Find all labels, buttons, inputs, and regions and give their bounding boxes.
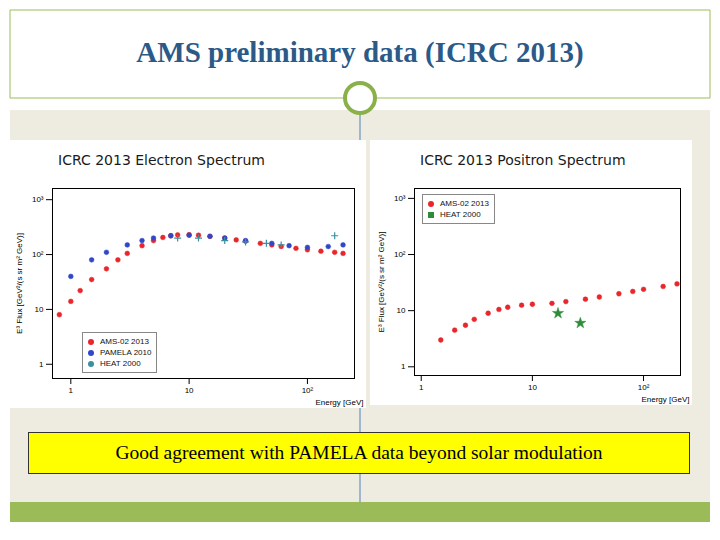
html-text:AMS-02 2013: AMS-02 2013 — [100, 337, 149, 346]
svg-text:1: 1 — [39, 360, 44, 369]
svg-text:10: 10 — [528, 383, 537, 392]
svg-text:10³: 10³ — [394, 194, 406, 203]
html-text:ICRC 2013 Electron Spectrum: ICRC 2013 Electron Spectrum — [58, 152, 265, 168]
svg-text:10²: 10² — [394, 250, 406, 259]
svg-text:E³ Flux [GeV²/(s sr m² GeV)]: E³ Flux [GeV²/(s sr m² GeV)] — [377, 232, 386, 333]
svg-text:10: 10 — [35, 305, 44, 314]
html-text:Good agreement with PAMELA dat: Good agreement with PAMELA data beyond s… — [115, 442, 603, 463]
html-text:HEAT 2000: HEAT 2000 — [100, 359, 141, 368]
svg-text:Energy [GeV]: Energy [GeV] — [641, 395, 689, 404]
svg-text:1: 1 — [69, 386, 74, 395]
svg-text:1: 1 — [419, 383, 424, 392]
svg-text:E³ Flux [GeV²/(s sr m² GeV)]: E³ Flux [GeV²/(s sr m² GeV)] — [15, 233, 24, 334]
html-text:AMS-02 2013: AMS-02 2013 — [440, 199, 489, 208]
svg-text:10: 10 — [185, 386, 194, 395]
svg-text:Energy [GeV]: Energy [GeV] — [315, 398, 363, 407]
svg-text:10³: 10³ — [32, 195, 44, 204]
svg-text:10²: 10² — [32, 250, 44, 259]
html-text:HEAT 2000: HEAT 2000 — [440, 210, 481, 219]
html-text:AMS preliminary data (ICRC 201: AMS preliminary data (ICRC 2013) — [136, 36, 584, 68]
html-text:ICRC 2013 Positron Spectrum: ICRC 2013 Positron Spectrum — [420, 152, 626, 168]
html-text:PAMELA 2010: PAMELA 2010 — [100, 348, 152, 357]
svg-text:10²: 10² — [302, 386, 314, 395]
svg-text:10: 10 — [397, 306, 406, 315]
svg-text:10²: 10² — [638, 383, 650, 392]
svg-text:1: 1 — [401, 362, 406, 371]
